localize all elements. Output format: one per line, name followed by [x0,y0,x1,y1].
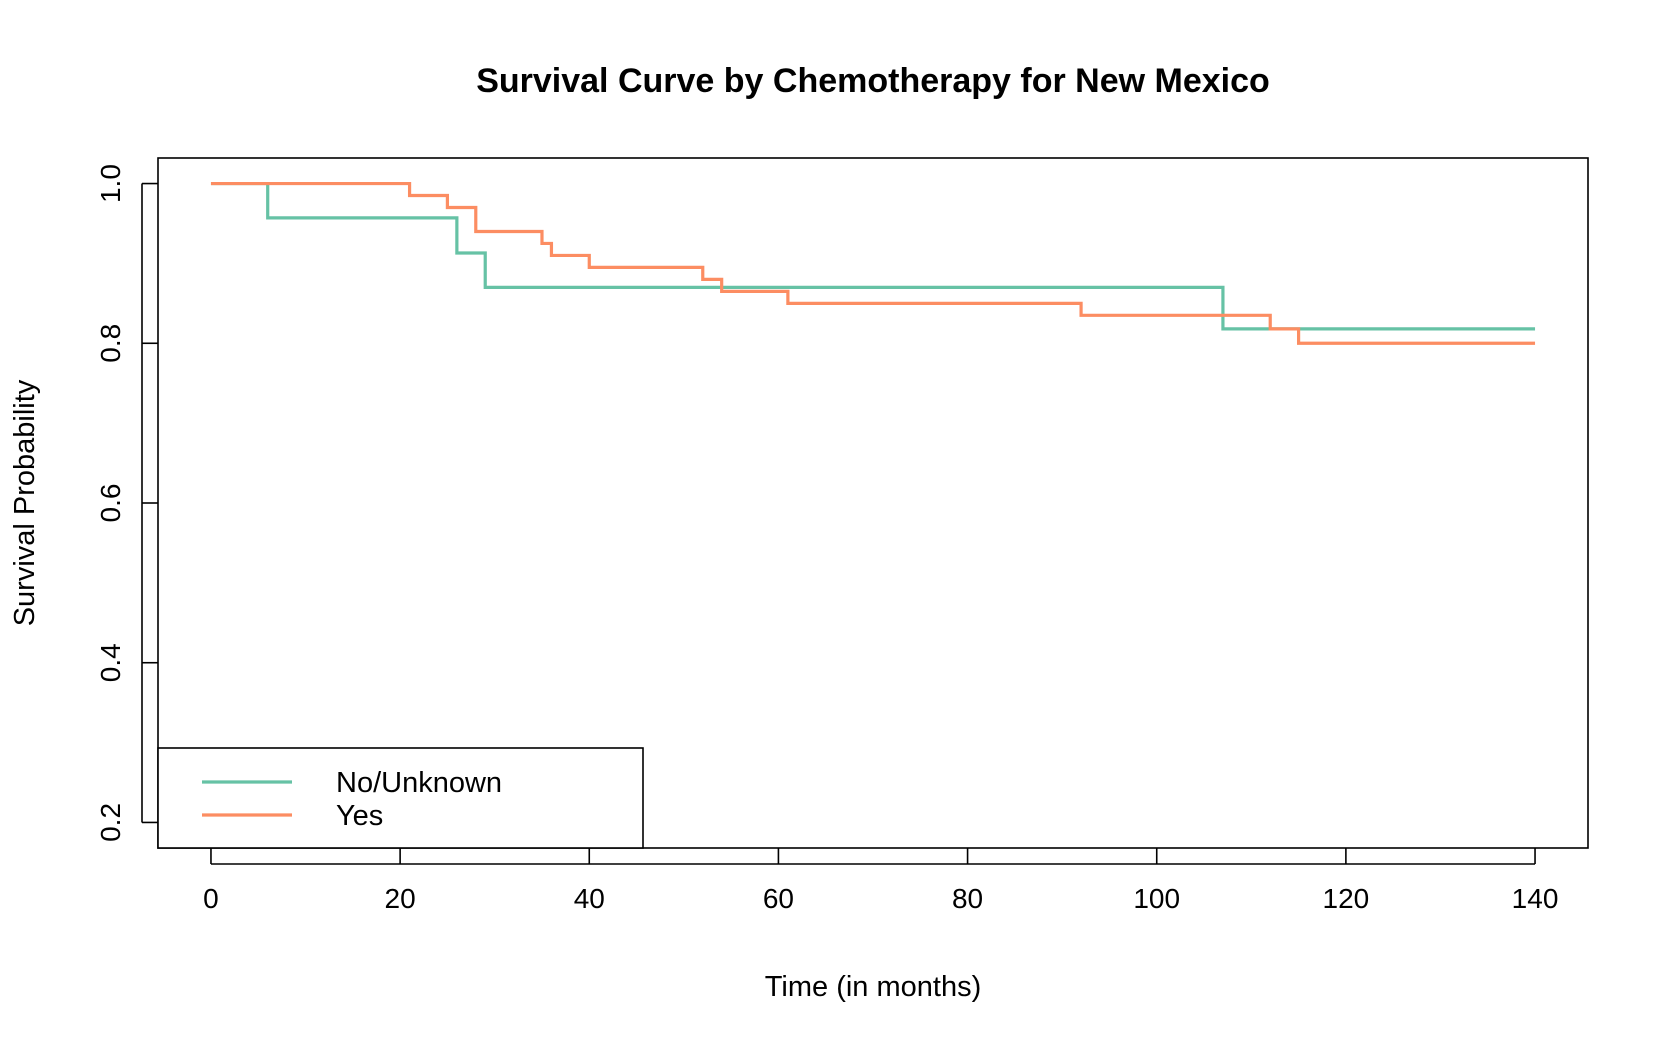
legend-label-1: Yes [336,800,383,832]
x-tick-label: 80 [952,883,983,914]
x-tick-label: 140 [1512,883,1559,914]
series-line-0 [210,181,1536,331]
plot-frame [157,157,1589,849]
x-tick-label: 100 [1133,883,1180,914]
x-tick-label: 40 [574,883,605,914]
series-line-1 [210,181,1536,345]
y-tick-label: 0.4 [95,643,126,682]
y-tick-label: 0.2 [95,803,126,842]
y-tick-label: 0.8 [95,324,126,363]
y-tick-label: 0.6 [95,484,126,523]
x-tick-label: 120 [1323,883,1370,914]
chart-title: Survival Curve by Chemotherapy for New M… [476,62,1270,100]
y-axis-label: Survival Probability [9,379,41,626]
plot-area: 0 20 40 60 80 100 120 140 0.2 0.4 0.6 0.8 1.0 [95,157,1589,914]
y-tick-label: 1.0 [95,164,126,203]
x-tick-label: 0 [203,883,219,914]
legend-box [157,747,644,849]
legend-label-0: No/Unknown [336,767,502,799]
x-tick-label: 60 [763,883,794,914]
x-axis-label: Time (in months) [765,971,981,1003]
x-tick-label: 20 [385,883,416,914]
